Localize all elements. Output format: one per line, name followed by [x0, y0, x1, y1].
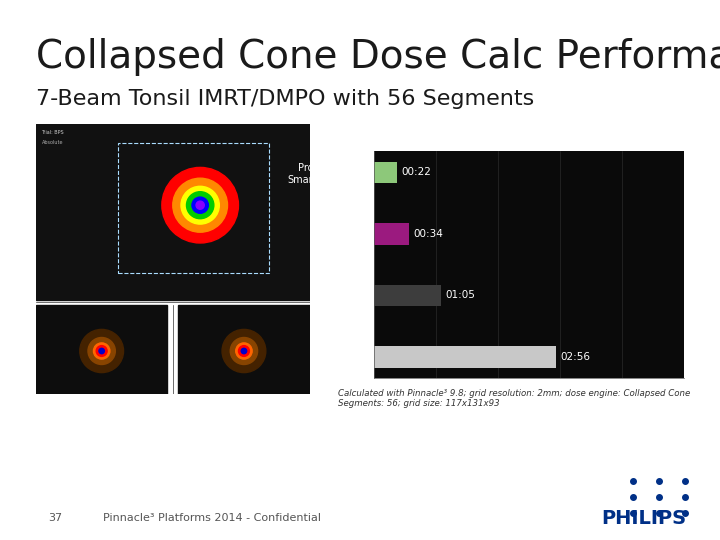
Circle shape	[94, 343, 110, 359]
Circle shape	[96, 346, 107, 356]
Text: Trial: BPS: Trial: BPS	[42, 130, 64, 134]
Bar	[36, 124, 310, 300]
Bar	[36, 305, 167, 394]
Text: 37: 37	[49, 514, 63, 523]
Circle shape	[238, 346, 249, 356]
Text: Collapsed Cone Dose Calc Performance: Collapsed Cone Dose Calc Performance	[36, 38, 720, 76]
Circle shape	[88, 338, 115, 364]
Circle shape	[162, 167, 238, 243]
Text: PHILIPS: PHILIPS	[602, 509, 687, 528]
Circle shape	[235, 343, 252, 359]
Bar	[374, 223, 410, 245]
Circle shape	[173, 178, 228, 232]
Text: 7-Beam Tonsil IMRT/DMPO with 56 Segments: 7-Beam Tonsil IMRT/DMPO with 56 Segments	[36, 89, 534, 109]
Text: Pinnacle³ Platforms 2014 - Confidential: Pinnacle³ Platforms 2014 - Confidential	[103, 514, 321, 523]
Text: 02:56: 02:56	[560, 352, 590, 362]
Bar	[118, 143, 269, 273]
Circle shape	[186, 192, 214, 219]
Bar	[374, 285, 441, 306]
Circle shape	[230, 338, 258, 364]
X-axis label: Time in mm:ss: Time in mm:ss	[488, 400, 570, 410]
Title: Dose Computation times for 7-beam Tonsil: Dose Computation times for 7-beam Tonsil	[418, 138, 641, 147]
Circle shape	[241, 348, 247, 354]
Circle shape	[196, 201, 204, 209]
Text: Absolute: Absolute	[42, 140, 63, 145]
Bar	[374, 161, 397, 183]
Bar	[179, 305, 310, 394]
Bar	[374, 346, 556, 368]
Circle shape	[222, 329, 266, 373]
Circle shape	[192, 197, 208, 213]
Circle shape	[181, 186, 220, 224]
Text: Calculated with Pinnacle³ 9.8; grid resolution: 2mm; dose engine: Collapsed Cone: Calculated with Pinnacle³ 9.8; grid reso…	[338, 389, 690, 408]
Text: 01:05: 01:05	[446, 291, 475, 300]
Text: 00:22: 00:22	[401, 167, 431, 177]
Circle shape	[99, 348, 104, 354]
Text: 00:34: 00:34	[413, 229, 444, 239]
Circle shape	[80, 329, 124, 373]
